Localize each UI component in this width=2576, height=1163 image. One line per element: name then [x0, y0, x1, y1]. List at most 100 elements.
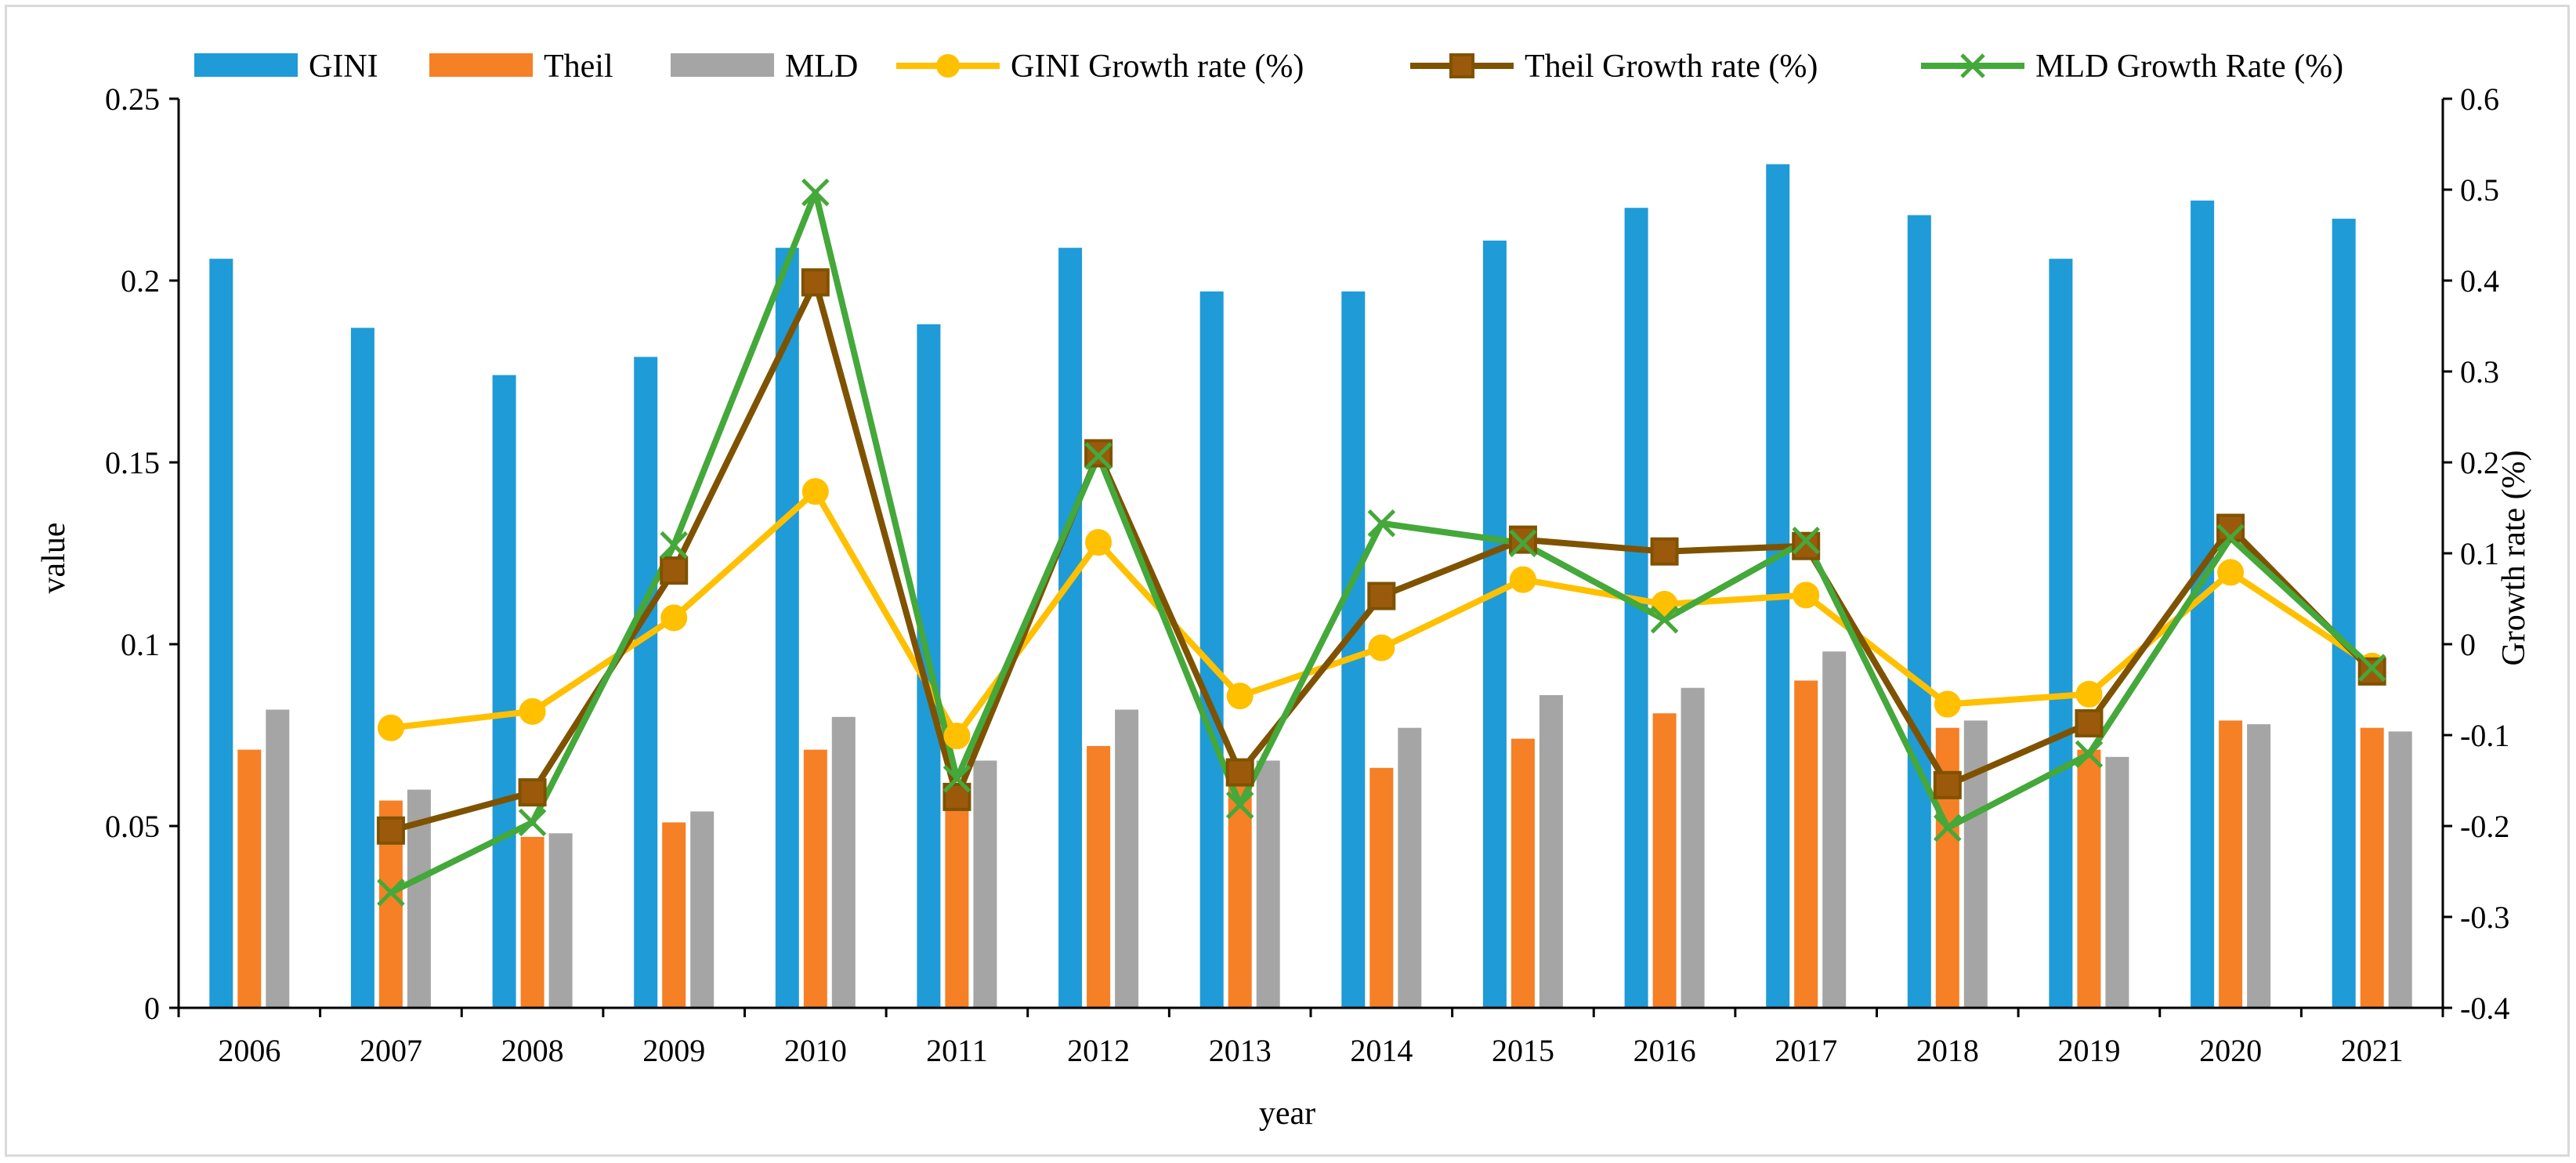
point-theil-growth-2015	[1508, 525, 1537, 554]
legend-marker-theil-growth	[1449, 53, 1474, 78]
bar-theil-2010	[803, 749, 827, 1008]
point-mld-growth-2009	[660, 531, 688, 560]
bar-mld-2014	[1398, 727, 1422, 1008]
point-theil-growth-2014	[1367, 582, 1396, 610]
y-tick-label: 0.05	[105, 809, 160, 844]
bar-theil-2006	[237, 749, 262, 1008]
y-tick-label: 0	[144, 991, 160, 1026]
y-tick-label: 0.2	[121, 263, 160, 299]
bar-mld-2021	[2388, 731, 2412, 1008]
point-theil-growth-2016	[1650, 537, 1679, 566]
growth-markers	[376, 178, 2386, 907]
bar-mld-2012	[1115, 709, 1139, 1008]
x-tick-label-2013: 2013	[1209, 1033, 1272, 1068]
bar-gini-2012	[1058, 248, 1083, 1008]
bar-gini-2006	[209, 259, 233, 1008]
bar-mld-2010	[831, 716, 856, 1008]
point-mld-growth-2013	[1225, 791, 1254, 820]
point-gini-growth-2015	[1509, 566, 1536, 593]
legend-marker-mld-growth	[1960, 53, 1985, 78]
bar-theil-2009	[662, 822, 686, 1008]
x-tick-label-2021: 2021	[2341, 1033, 2404, 1068]
legend: GINI Theil MLD GINI Growth rate (%) Theil Gr…	[194, 49, 2343, 85]
bar-gini-2009	[634, 357, 658, 1008]
y-tick-label: 0.1	[121, 627, 160, 662]
bar-theil-2008	[520, 836, 545, 1008]
x-tick-label-2015: 2015	[1492, 1033, 1554, 1068]
y-tick-label: 0.15	[105, 445, 160, 480]
point-theil-growth-2018	[1933, 770, 1962, 799]
y2-tick-label: 0.5	[2460, 172, 2499, 208]
x-tick-label-2014: 2014	[1350, 1033, 1413, 1068]
bar-mld-2011	[973, 760, 997, 1008]
bar-mld-2015	[1539, 695, 1563, 1008]
legend-label-mld: MLD	[785, 49, 858, 85]
legend-label-gini: GINI	[309, 49, 378, 85]
bar-theil-2020	[2219, 720, 2243, 1008]
x-tick-label-2017: 2017	[1775, 1033, 1837, 1068]
bar-mld-2013	[1256, 760, 1280, 1008]
point-mld-growth-2017	[1792, 526, 1820, 555]
y-tick-label: 0.25	[105, 82, 160, 117]
point-theil-growth-2019	[2075, 708, 2104, 737]
point-mld-growth-2016	[1650, 605, 1679, 634]
point-gini-growth-2019	[2075, 680, 2103, 708]
y2-tick-label: -0.4	[2460, 991, 2509, 1026]
point-mld-growth-2012	[1084, 442, 1113, 470]
legend-label-gini-growth: GINI Growth rate (%)	[1011, 49, 1304, 85]
legend-label-mld-growth: MLD Growth Rate (%)	[2035, 49, 2343, 85]
point-theil-growth-2008	[518, 778, 547, 807]
y2-tick-label: 0.6	[2460, 82, 2499, 117]
bar-theil-2017	[1794, 680, 1818, 1008]
x-tick-label-2010: 2010	[784, 1033, 847, 1068]
point-gini-growth-2011	[943, 723, 971, 750]
legend-marker-gini-growth	[936, 54, 960, 78]
point-gini-growth-2009	[660, 604, 688, 632]
line-theil-growth	[389, 279, 2375, 834]
bar-mld-2020	[2247, 724, 2271, 1008]
x-tick-label-2018: 2018	[1916, 1033, 1979, 1068]
bar-theil-2014	[1369, 767, 1394, 1008]
x-tick-label-2019: 2019	[2057, 1033, 2120, 1068]
bar-mld-2006	[266, 709, 290, 1008]
x-tick-label-2008: 2008	[501, 1033, 564, 1068]
x-tick-label-2006: 2006	[218, 1033, 280, 1068]
y-axis-title: value	[36, 523, 72, 594]
bar-gini-2007	[350, 328, 374, 1008]
x-tick-label-2009: 2009	[642, 1033, 705, 1068]
legend-swatch-mld	[671, 53, 774, 77]
point-mld-growth-2014	[1367, 509, 1396, 538]
x-tick-label-2012: 2012	[1067, 1033, 1130, 1068]
bar-theil-2015	[1511, 738, 1535, 1008]
bar-mld-2009	[690, 811, 715, 1008]
bar-theil-2011	[945, 796, 969, 1008]
legend-label-theil-growth: Theil Growth rate (%)	[1525, 49, 1818, 85]
bar-theil-2012	[1087, 745, 1111, 1008]
bar-mld-2008	[548, 833, 573, 1008]
bar-mld-2017	[1822, 651, 1847, 1008]
point-gini-growth-2014	[1368, 634, 1395, 661]
bar-mld-2018	[1963, 720, 1988, 1008]
point-gini-growth-2007	[377, 714, 404, 741]
point-mld-growth-2015	[1509, 529, 1537, 558]
legend-swatch-theil	[429, 53, 533, 77]
point-mld-growth-2007	[377, 878, 405, 907]
y2-tick-label: -0.3	[2460, 900, 2509, 935]
bar-mld-2016	[1681, 687, 1705, 1008]
y2-tick-label: 0.3	[2460, 354, 2499, 389]
bar-mld-2019	[2105, 756, 2129, 1008]
bar-gini-2018	[1907, 215, 1931, 1008]
point-gini-growth-2016	[1651, 590, 1678, 618]
point-gini-growth-2020	[2217, 559, 2245, 586]
point-theil-growth-2007	[376, 816, 405, 845]
point-gini-growth-2018	[1934, 690, 1961, 718]
point-mld-growth-2010	[801, 178, 830, 207]
bar-gini-2021	[2332, 219, 2356, 1009]
point-gini-growth-2008	[519, 697, 546, 725]
bar-gini-2013	[1199, 291, 1224, 1008]
bar-gini-2008	[492, 375, 516, 1009]
point-mld-growth-2018	[1934, 813, 1962, 842]
point-theil-growth-2010	[801, 268, 830, 297]
point-theil-growth-2009	[660, 556, 689, 585]
